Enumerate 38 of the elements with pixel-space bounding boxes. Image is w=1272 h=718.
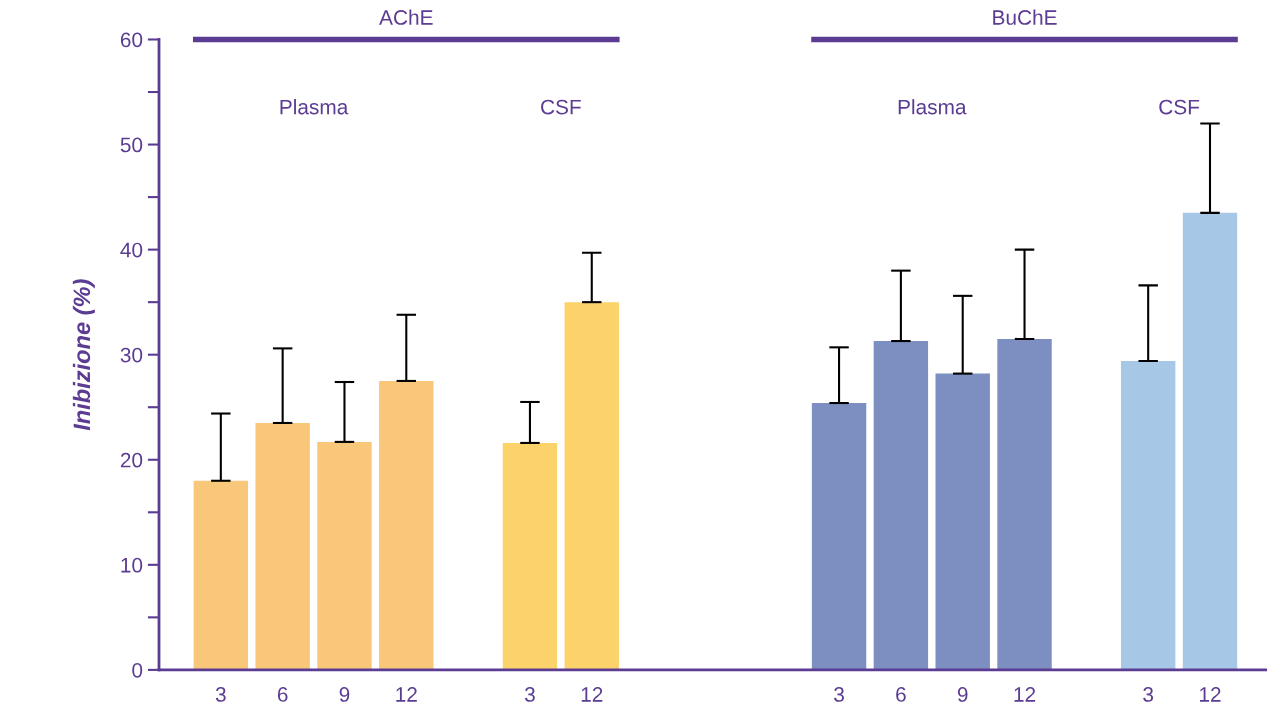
x-tick-label: 3 xyxy=(524,687,535,702)
x-tick-label: 3 xyxy=(834,687,844,702)
bar xyxy=(997,338,1052,670)
x-tick-label: 12 xyxy=(581,687,603,702)
y-axis-title: Inibizione (%) xyxy=(72,279,95,431)
y-tick-label: 50 xyxy=(120,137,143,153)
bar xyxy=(1182,212,1238,670)
bar xyxy=(873,341,929,670)
x-tick-label: 12 xyxy=(1014,687,1036,702)
y-tick-label: 20 xyxy=(120,452,143,468)
y-tick-label: 60 xyxy=(120,32,143,48)
x-tick-label: 3 xyxy=(215,687,226,702)
y-tick-label: 30 xyxy=(120,347,143,363)
x-tick-label: 12 xyxy=(1200,687,1221,702)
x-tick-label: 3 xyxy=(1143,687,1154,702)
bar xyxy=(502,442,558,670)
bar xyxy=(255,422,310,670)
y-tick-label: 10 xyxy=(121,557,143,573)
x-tick-label: 9 xyxy=(957,687,968,702)
x-tick-label: 9 xyxy=(339,687,350,702)
annotation: Plasma xyxy=(280,99,349,115)
text: AChE xyxy=(379,9,433,25)
x-tick-label: 6 xyxy=(896,687,906,702)
bar xyxy=(379,380,434,670)
y-tick-label: 40 xyxy=(120,242,143,258)
bar xyxy=(1120,361,1176,670)
y-tick-label: 0 xyxy=(132,662,143,678)
bar xyxy=(811,403,867,670)
annotation: Plasma xyxy=(898,99,967,115)
text: BuChE xyxy=(993,9,1057,25)
annotation: CSF xyxy=(1159,99,1200,115)
bar xyxy=(564,302,619,670)
annotation: CSF xyxy=(541,99,581,115)
x-tick-label: 12 xyxy=(396,687,417,702)
x-tick-label: 6 xyxy=(277,687,288,702)
bar xyxy=(935,373,990,670)
bar xyxy=(193,480,249,670)
bar xyxy=(317,441,372,670)
